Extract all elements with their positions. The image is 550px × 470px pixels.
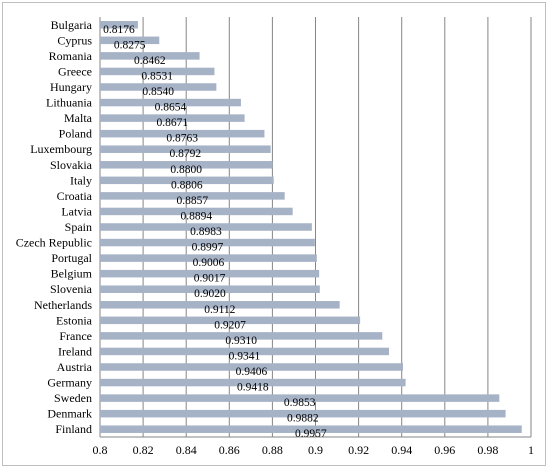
bar — [100, 207, 293, 216]
x-tick-label: 0.9 — [308, 443, 323, 457]
x-tick-label: 0.94 — [391, 443, 412, 457]
category-label: Spain — [65, 220, 92, 234]
data-label: 0.9006 — [193, 257, 225, 269]
bar — [100, 285, 320, 293]
x-tick-label: 0.88 — [262, 443, 283, 457]
category-label: Italy — [70, 173, 92, 187]
data-label: 0.8894 — [181, 210, 213, 222]
data-label: 0.9020 — [194, 288, 226, 300]
bar — [100, 347, 389, 356]
data-label: 0.9853 — [284, 397, 316, 409]
x-tick-label: 0.92 — [348, 443, 369, 457]
data-label: 0.9882 — [287, 413, 319, 425]
category-label: Greece — [58, 64, 92, 78]
bar — [100, 332, 383, 340]
data-label: 0.8792 — [170, 148, 202, 160]
data-label: 0.9418 — [237, 382, 269, 394]
category-label: Luxembourg — [30, 142, 92, 156]
category-label: Slovenia — [50, 282, 93, 296]
category-label: Croatia — [57, 189, 93, 203]
category-label: Czech Republic — [16, 236, 92, 250]
bar — [100, 83, 217, 91]
category-label: Finland — [55, 422, 92, 436]
bar — [100, 301, 340, 309]
category-label: Romania — [49, 49, 93, 63]
category-label: France — [59, 329, 92, 343]
chart-frame — [2, 2, 546, 466]
bar — [100, 52, 200, 60]
category-label: Germany — [47, 376, 92, 390]
data-label: 0.8983 — [190, 226, 222, 238]
bar — [100, 161, 273, 169]
data-label: 0.8763 — [166, 133, 198, 145]
bar — [100, 176, 274, 185]
bar — [100, 316, 361, 325]
bar — [100, 145, 271, 153]
x-tick-label: 0.86 — [219, 443, 240, 457]
category-label: Austria — [57, 360, 93, 374]
category-label: Denmark — [47, 407, 92, 421]
data-label: 0.8806 — [171, 179, 203, 191]
bar — [100, 409, 506, 418]
data-label: 0.9957 — [295, 428, 327, 440]
data-label: 0.9017 — [194, 273, 226, 285]
bar — [100, 129, 265, 138]
x-tick-label: 0.98 — [477, 443, 498, 457]
bars — [100, 21, 522, 433]
data-label: 0.9341 — [229, 350, 261, 362]
bar — [100, 192, 285, 200]
x-tick-label: 0.84 — [176, 443, 197, 457]
bar — [100, 223, 312, 231]
bar — [100, 269, 320, 278]
bar — [100, 425, 522, 433]
data-label: 0.9207 — [214, 319, 246, 331]
data-label: 0.8540 — [142, 86, 174, 98]
bar — [100, 98, 241, 107]
category-label: Netherlands — [34, 298, 92, 312]
category-label: Slovakia — [50, 158, 93, 172]
bar — [100, 67, 215, 76]
data-label: 0.9112 — [204, 304, 235, 316]
data-label: 0.9406 — [236, 366, 268, 378]
data-label: 0.8997 — [192, 242, 224, 254]
category-label: Cyprus — [57, 33, 92, 47]
bar — [100, 114, 245, 122]
category-label: Poland — [59, 127, 92, 141]
data-label: 0.8671 — [156, 117, 188, 129]
category-label: Latvia — [61, 204, 92, 218]
data-label: 0.8176 — [103, 24, 135, 36]
bar — [100, 378, 406, 387]
category-label: Estonia — [56, 313, 93, 327]
x-axis-tick-labels: 0.8 0.82 0.84 0.86 0.88 0.9 0.92 0.94 0.96 0.98 1 — [93, 443, 535, 457]
category-label: Belgium — [51, 267, 93, 281]
data-label: 0.9310 — [225, 335, 257, 347]
bar — [100, 254, 317, 262]
data-label: 0.8654 — [155, 102, 187, 114]
bar — [100, 21, 138, 29]
category-label: Portugal — [51, 251, 92, 265]
x-tick-label: 0.82 — [133, 443, 154, 457]
data-label: 0.8275 — [114, 39, 146, 51]
category-label: Malta — [64, 111, 93, 125]
category-label: Sweden — [54, 391, 92, 405]
bar — [100, 238, 315, 247]
bar — [100, 36, 160, 45]
x-tick-label: 0.8 — [93, 443, 108, 457]
bar — [100, 363, 403, 371]
data-label: 0.8857 — [177, 195, 209, 207]
data-label: 0.8462 — [134, 55, 166, 67]
data-label: 0.8800 — [170, 164, 202, 176]
category-label: Lithuania — [46, 96, 93, 110]
data-label: 0.8531 — [141, 70, 173, 82]
category-label: Bulgaria — [51, 18, 93, 32]
x-tick-label: 0.96 — [434, 443, 455, 457]
category-label: Hungary — [50, 80, 92, 94]
x-tick-label: 1 — [528, 443, 534, 457]
category-label: Ireland — [58, 344, 92, 358]
bar — [100, 394, 500, 402]
data-labels: 0.8176 0.8275 0.8462 0.8531 0.8540 0.8654 0.86… — [103, 24, 327, 440]
